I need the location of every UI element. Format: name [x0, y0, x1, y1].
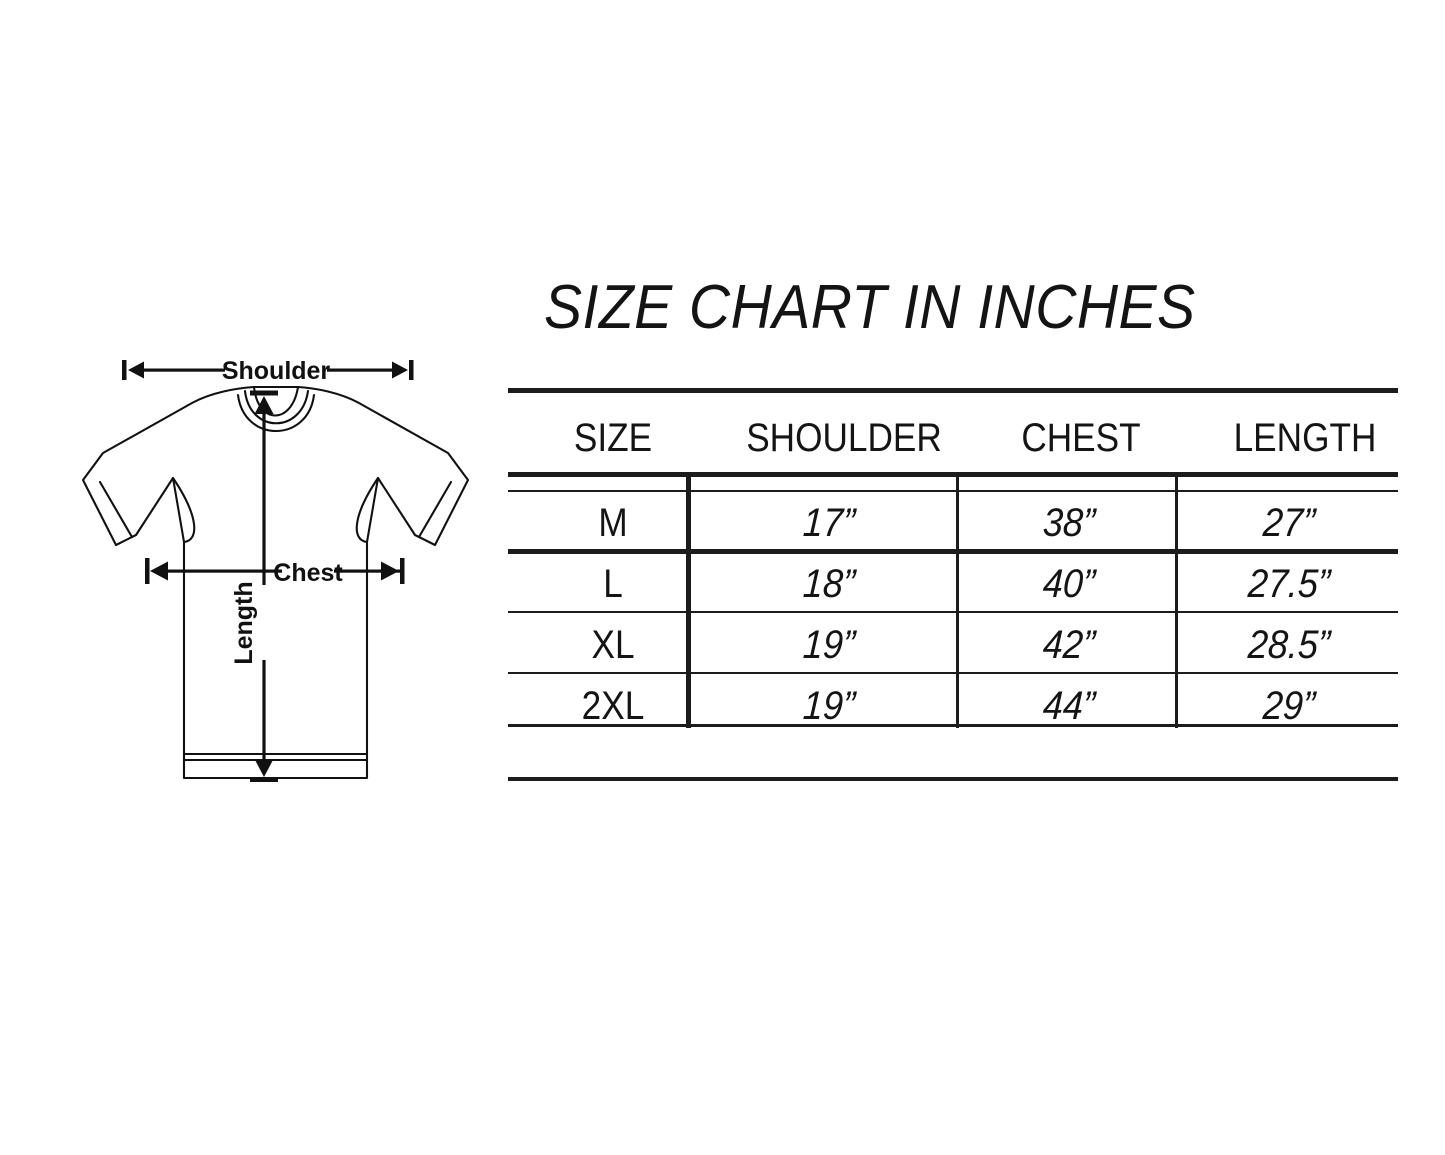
tshirt-outline [81, 385, 470, 780]
length-dimension-arrow [250, 390, 278, 782]
row-2xl-bottom-rule [508, 724, 1398, 728]
row-2xl-shoulder: 19” [801, 684, 857, 728]
row-2xl-size: 2XL [581, 684, 645, 728]
row-2xl-chest: 44” [1041, 684, 1097, 728]
chest-dimension-arrow [145, 558, 405, 584]
size-chart-table-area: SIZE CHART IN INCHES SIZE SHOULDER CHEST… [508, 275, 1398, 795]
tshirt-measurement-diagram: Shoulder Chest Length [40, 330, 510, 820]
row-l-length: 27.5” [1246, 562, 1332, 606]
header-bottom-rule [508, 472, 1398, 477]
row-xl-size: XL [591, 623, 635, 667]
row-m-top-rule [508, 490, 1398, 493]
column-header-chest: CHEST [1021, 416, 1141, 460]
chart-title: SIZE CHART IN INCHES [544, 273, 1196, 342]
row-m-shoulder: 17” [801, 501, 857, 545]
row-xl-shoulder: 19” [801, 623, 857, 667]
column-header-size: SIZE [573, 416, 653, 460]
shoulder-dimension-arrow [122, 360, 414, 380]
column-header-shoulder: SHOULDER [746, 416, 942, 460]
shoulder-label: Shoulder [222, 357, 331, 385]
row-m-chest: 38” [1041, 501, 1097, 545]
divider-shoulder-chest [956, 472, 959, 728]
row-l-chest: 40” [1041, 562, 1097, 606]
column-header-length: LENGTH [1233, 416, 1377, 460]
row-m-size: M [598, 501, 628, 545]
table-top-rule [508, 388, 1398, 393]
row-l-size: L [603, 562, 623, 606]
chest-label: Chest [273, 559, 343, 587]
row-xl-bottom-rule [508, 672, 1398, 675]
row-l-bottom-rule [508, 611, 1398, 614]
row-xl-chest: 42” [1041, 623, 1097, 667]
divider-chest-length [1175, 472, 1178, 728]
row-m-bottom-rule [508, 549, 1398, 554]
divider-size-shoulder [686, 472, 691, 728]
row-2xl-length: 29” [1261, 684, 1317, 728]
row-m-length: 27” [1261, 501, 1317, 545]
row-xl-length: 28.5” [1246, 623, 1332, 667]
length-label: Length [230, 581, 258, 664]
row-l-shoulder: 18” [801, 562, 857, 606]
table-bottom-rule [508, 777, 1398, 782]
